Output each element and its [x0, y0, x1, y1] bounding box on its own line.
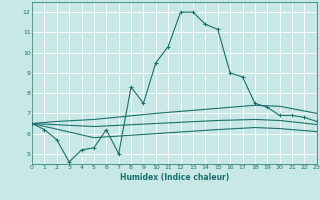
X-axis label: Humidex (Indice chaleur): Humidex (Indice chaleur)	[120, 173, 229, 182]
